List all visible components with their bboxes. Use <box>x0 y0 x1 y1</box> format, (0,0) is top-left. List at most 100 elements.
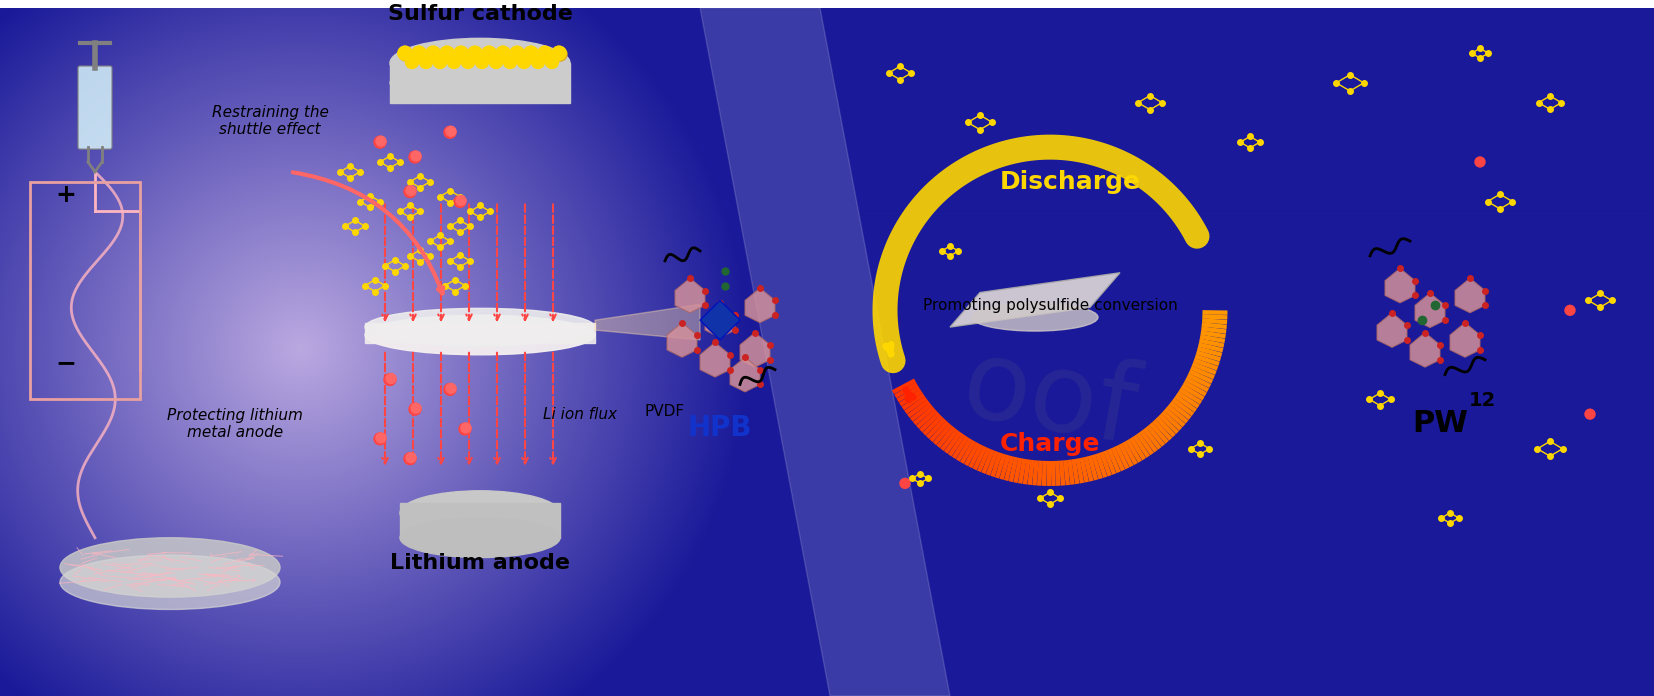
Polygon shape <box>700 8 949 696</box>
Circle shape <box>475 56 488 68</box>
Circle shape <box>427 46 440 60</box>
Circle shape <box>405 452 417 463</box>
Polygon shape <box>595 304 700 340</box>
Polygon shape <box>729 357 759 392</box>
Text: PVDF: PVDF <box>645 404 685 419</box>
Circle shape <box>409 403 422 415</box>
Circle shape <box>496 46 509 60</box>
Text: Charge: Charge <box>999 432 1100 456</box>
Circle shape <box>447 383 457 393</box>
Circle shape <box>518 56 531 68</box>
Circle shape <box>552 47 567 61</box>
Circle shape <box>460 423 471 435</box>
Bar <box>366 323 595 343</box>
Circle shape <box>483 47 496 61</box>
Ellipse shape <box>366 308 595 346</box>
Bar <box>390 63 571 102</box>
Text: Lithium anode: Lithium anode <box>390 553 571 573</box>
Ellipse shape <box>390 38 571 88</box>
Circle shape <box>443 127 457 139</box>
Polygon shape <box>667 323 696 357</box>
Circle shape <box>509 46 524 60</box>
Polygon shape <box>1378 313 1408 347</box>
Bar <box>400 503 561 538</box>
Circle shape <box>443 383 457 395</box>
Text: PW: PW <box>1413 409 1469 438</box>
Circle shape <box>453 46 468 60</box>
Circle shape <box>509 46 524 60</box>
Circle shape <box>531 56 544 68</box>
Text: Li ion flux: Li ion flux <box>543 406 617 422</box>
Circle shape <box>427 47 442 61</box>
Ellipse shape <box>390 65 571 100</box>
Text: Sulfur cathode: Sulfur cathode <box>387 3 572 24</box>
Circle shape <box>375 433 385 443</box>
Polygon shape <box>1456 278 1485 313</box>
Circle shape <box>503 56 516 68</box>
Circle shape <box>384 374 395 386</box>
Circle shape <box>404 452 417 465</box>
Circle shape <box>374 433 385 445</box>
Circle shape <box>457 196 466 205</box>
Text: Restraining the
shuttle effect: Restraining the shuttle effect <box>212 105 329 137</box>
Circle shape <box>453 46 468 60</box>
Circle shape <box>538 46 552 60</box>
Circle shape <box>433 56 447 68</box>
Bar <box>30 182 141 400</box>
Polygon shape <box>744 288 776 323</box>
Circle shape <box>405 186 417 196</box>
Ellipse shape <box>400 491 561 535</box>
Circle shape <box>412 46 427 60</box>
Circle shape <box>455 47 470 61</box>
Circle shape <box>524 46 538 60</box>
Circle shape <box>461 56 475 68</box>
Text: 12: 12 <box>1469 391 1495 411</box>
Circle shape <box>374 136 385 148</box>
Circle shape <box>440 46 453 60</box>
Circle shape <box>409 151 422 163</box>
Circle shape <box>399 47 414 61</box>
Polygon shape <box>1384 268 1416 303</box>
Ellipse shape <box>366 315 595 355</box>
Circle shape <box>399 46 412 60</box>
Circle shape <box>552 46 566 60</box>
Circle shape <box>538 46 552 60</box>
Circle shape <box>448 56 460 68</box>
Circle shape <box>404 186 417 198</box>
Circle shape <box>410 151 422 161</box>
Circle shape <box>490 56 503 68</box>
Text: HPB: HPB <box>688 414 753 442</box>
Circle shape <box>481 46 496 60</box>
Circle shape <box>468 46 481 60</box>
FancyBboxPatch shape <box>78 66 112 149</box>
Polygon shape <box>705 303 734 338</box>
Polygon shape <box>739 333 771 367</box>
Circle shape <box>470 47 483 61</box>
Polygon shape <box>1416 293 1446 328</box>
Circle shape <box>447 127 457 136</box>
Text: Promoting polysulfide conversion: Promoting polysulfide conversion <box>923 298 1178 313</box>
Circle shape <box>468 46 481 60</box>
Circle shape <box>453 196 466 207</box>
Circle shape <box>405 56 418 68</box>
Circle shape <box>552 46 566 60</box>
Circle shape <box>399 46 412 60</box>
Text: oof: oof <box>954 331 1146 467</box>
Circle shape <box>524 47 539 61</box>
Polygon shape <box>1409 333 1441 367</box>
Circle shape <box>481 46 496 60</box>
Circle shape <box>375 136 385 146</box>
Circle shape <box>1475 157 1485 167</box>
Circle shape <box>410 403 422 413</box>
Polygon shape <box>949 273 1120 327</box>
Circle shape <box>539 47 552 61</box>
Polygon shape <box>700 301 739 340</box>
Circle shape <box>546 56 559 68</box>
Circle shape <box>414 47 427 61</box>
Text: Discharge: Discharge <box>999 170 1141 193</box>
Text: −: − <box>55 351 76 374</box>
Ellipse shape <box>60 538 280 597</box>
Circle shape <box>496 47 511 61</box>
Circle shape <box>420 56 432 68</box>
Circle shape <box>1585 409 1594 419</box>
